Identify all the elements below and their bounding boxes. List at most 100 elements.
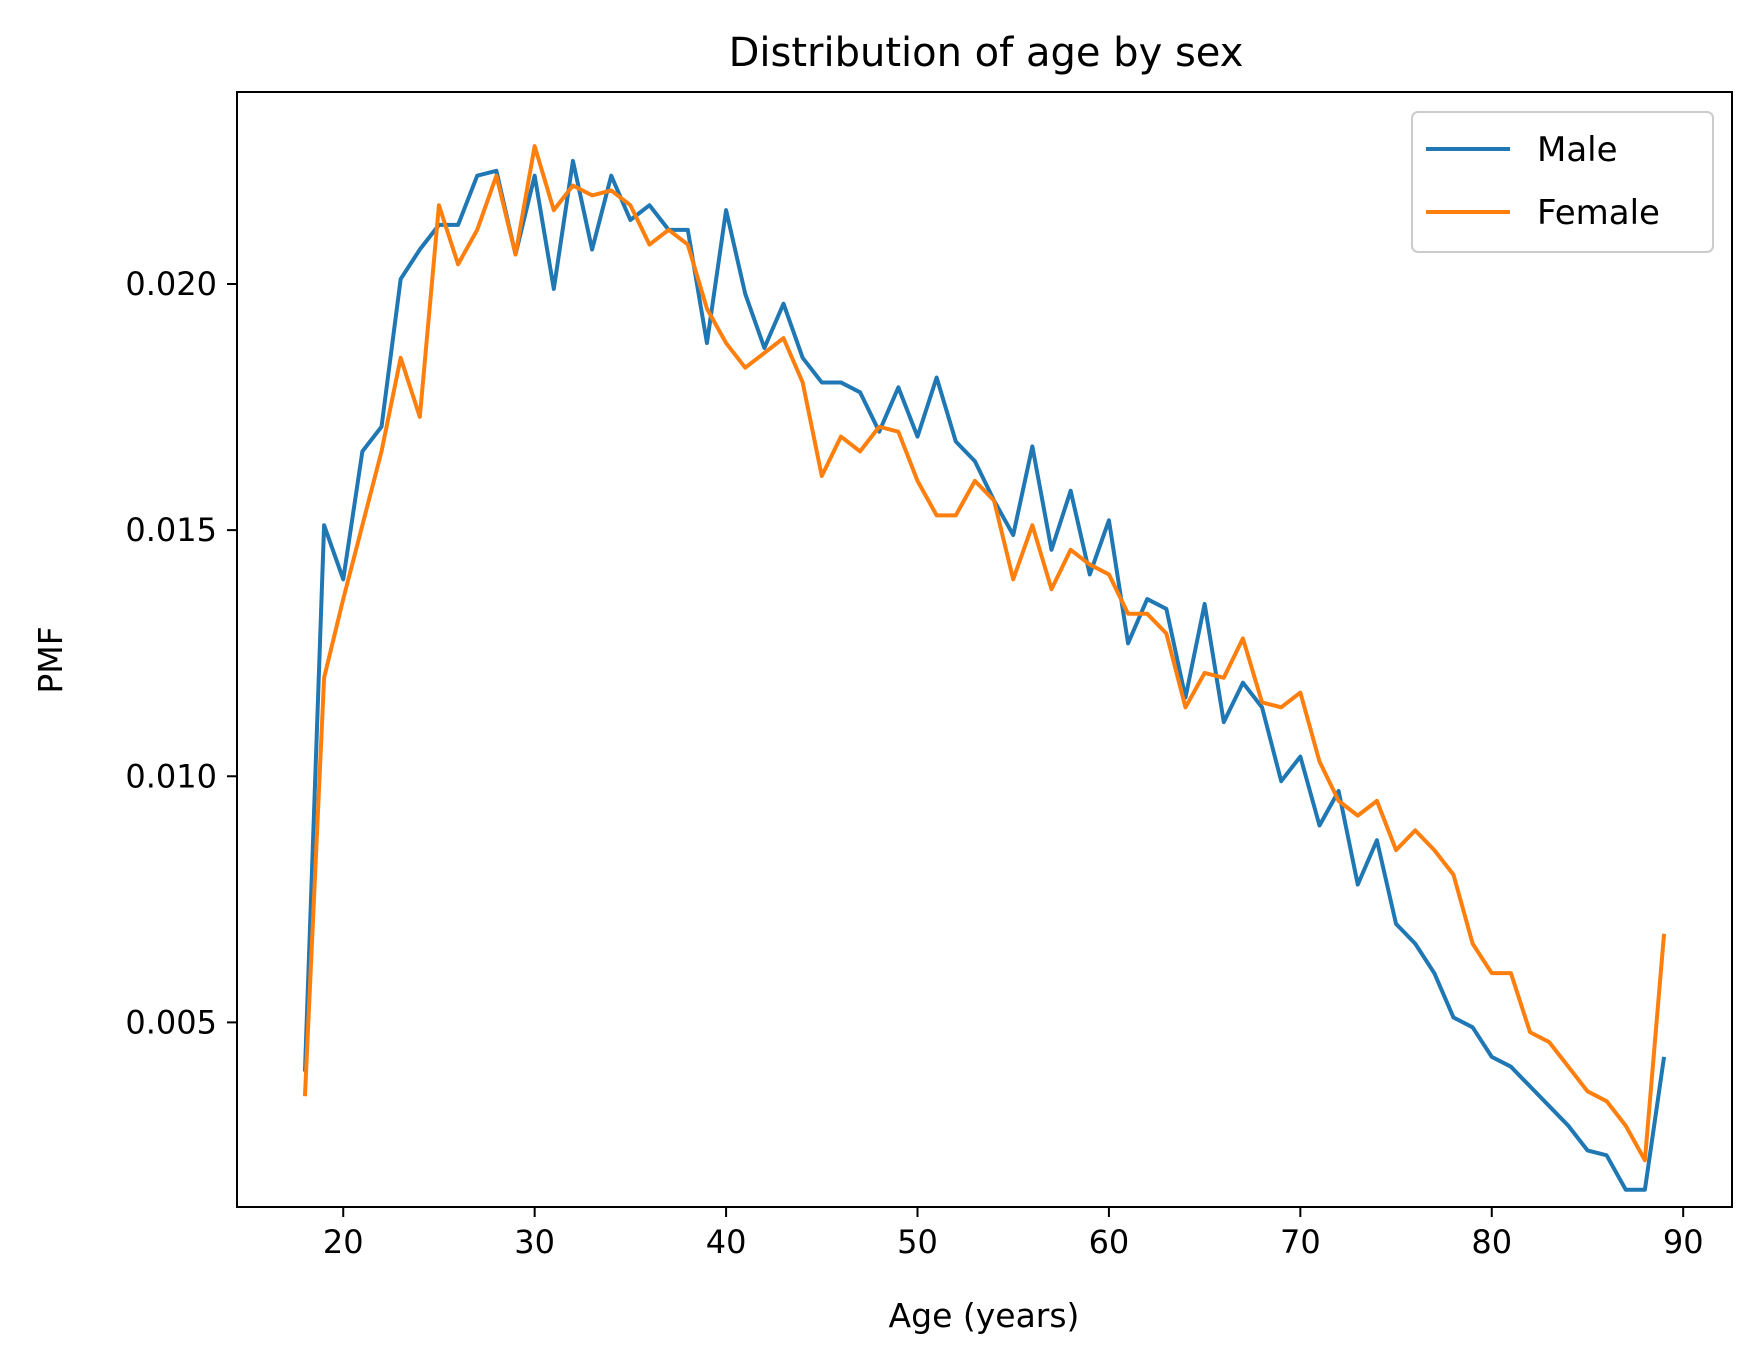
data-point-male [1223,722,1224,723]
data-point-female [1549,1042,1550,1043]
data-point-female [840,436,841,437]
data-point-male [649,205,650,206]
series-line-male [302,158,1667,1192]
data-point-male [1549,1106,1550,1107]
x-axis-label: Age (years) [889,1296,1080,1335]
data-point-male [802,357,803,358]
data-point-female [1319,761,1320,762]
data-point-female [534,146,535,147]
data-point-male [1434,973,1435,974]
data-point-male [1262,707,1263,708]
data-point-female [1128,613,1129,614]
data-point-female [1472,943,1473,944]
x-tick-label: 40 [706,1223,747,1261]
data-point-female [515,254,516,255]
data-point-male [879,431,880,432]
data-point-female [1300,692,1301,693]
data-point-male [611,175,612,176]
legend-label-female: Female [1537,193,1660,233]
data-point-female [668,229,669,230]
data-point-male [381,426,382,427]
data-point-male [458,224,459,225]
data-point-male [1664,1056,1665,1057]
data-point-female [764,352,765,353]
data-point-female [1376,800,1377,801]
data-point-male [1128,643,1129,644]
data-point-male [1357,884,1358,885]
data-point-male [572,160,573,161]
x-tick-label: 20 [323,1223,364,1261]
data-point-male [1644,1189,1645,1190]
data-point-female [1166,633,1167,634]
data-point-female [1434,850,1435,851]
data-point-female [974,480,975,481]
data-point-male [1472,1027,1473,1028]
data-point-male [1606,1155,1607,1156]
data-point-male [1089,574,1090,575]
data-point-male [821,382,822,383]
x-tick-label: 80 [1471,1223,1512,1261]
data-point-male [1587,1150,1588,1151]
data-point-female [936,515,937,516]
data-point-female [783,338,784,339]
data-point-female [821,475,822,476]
data-point-male [1510,1066,1511,1067]
data-point-female [1491,973,1492,974]
data-point-male [745,293,746,294]
x-tick-label: 70 [1280,1223,1321,1261]
x-tick-label: 90 [1663,1223,1704,1261]
data-point-male [1070,490,1071,491]
data-point-female [1530,1032,1531,1033]
data-point-male [477,175,478,176]
data-point-male [974,461,975,462]
data-point-female [304,1096,305,1097]
data-point-female [726,343,727,344]
y-tick-label: 0.015 [125,511,217,549]
data-point-female [1108,574,1109,575]
data-point-female [1051,589,1052,590]
data-point-male [534,175,535,176]
y-axis-label: PMF [31,626,70,693]
data-point-male [1319,825,1320,826]
data-point-female [458,264,459,265]
data-point-female [745,367,746,368]
data-point-female [1396,850,1397,851]
data-point-male [860,392,861,393]
data-point-male [1300,756,1301,757]
data-point-female [1568,1066,1569,1067]
data-point-female [381,451,382,452]
data-point-male [343,579,344,580]
data-point-female [362,525,363,526]
x-axis: 20 30 40 50 60 70 80 90 [323,1207,1704,1261]
data-point-female [1587,1091,1588,1092]
data-point-male [1396,923,1397,924]
y-tick-label: 0.005 [125,1003,217,1041]
data-point-male [1051,549,1052,550]
data-point-male [898,387,899,388]
data-point-male [1185,697,1186,698]
y-tick-label: 0.020 [125,265,217,303]
data-point-female [592,195,593,196]
data-point-male [1013,535,1014,536]
data-point-male [764,347,765,348]
data-point-female [1415,830,1416,831]
x-tick-label: 50 [897,1223,938,1261]
data-point-female [687,244,688,245]
y-tick-label: 0.010 [125,757,217,795]
series-line-female [302,144,1667,1163]
x-tick-label: 30 [514,1223,555,1261]
data-point-male [1166,608,1167,609]
data-point-female [1644,1160,1645,1161]
data-point-male [1415,943,1416,944]
data-point-female [630,205,631,206]
plot-frame [236,91,1733,1208]
data-point-female [860,451,861,452]
data-point-male [1453,1017,1454,1018]
data-point-male [553,288,554,289]
series-female [302,144,1667,1163]
data-point-female [572,185,573,186]
data-point-female [324,677,325,678]
series-male [302,158,1667,1192]
data-point-female [802,382,803,383]
